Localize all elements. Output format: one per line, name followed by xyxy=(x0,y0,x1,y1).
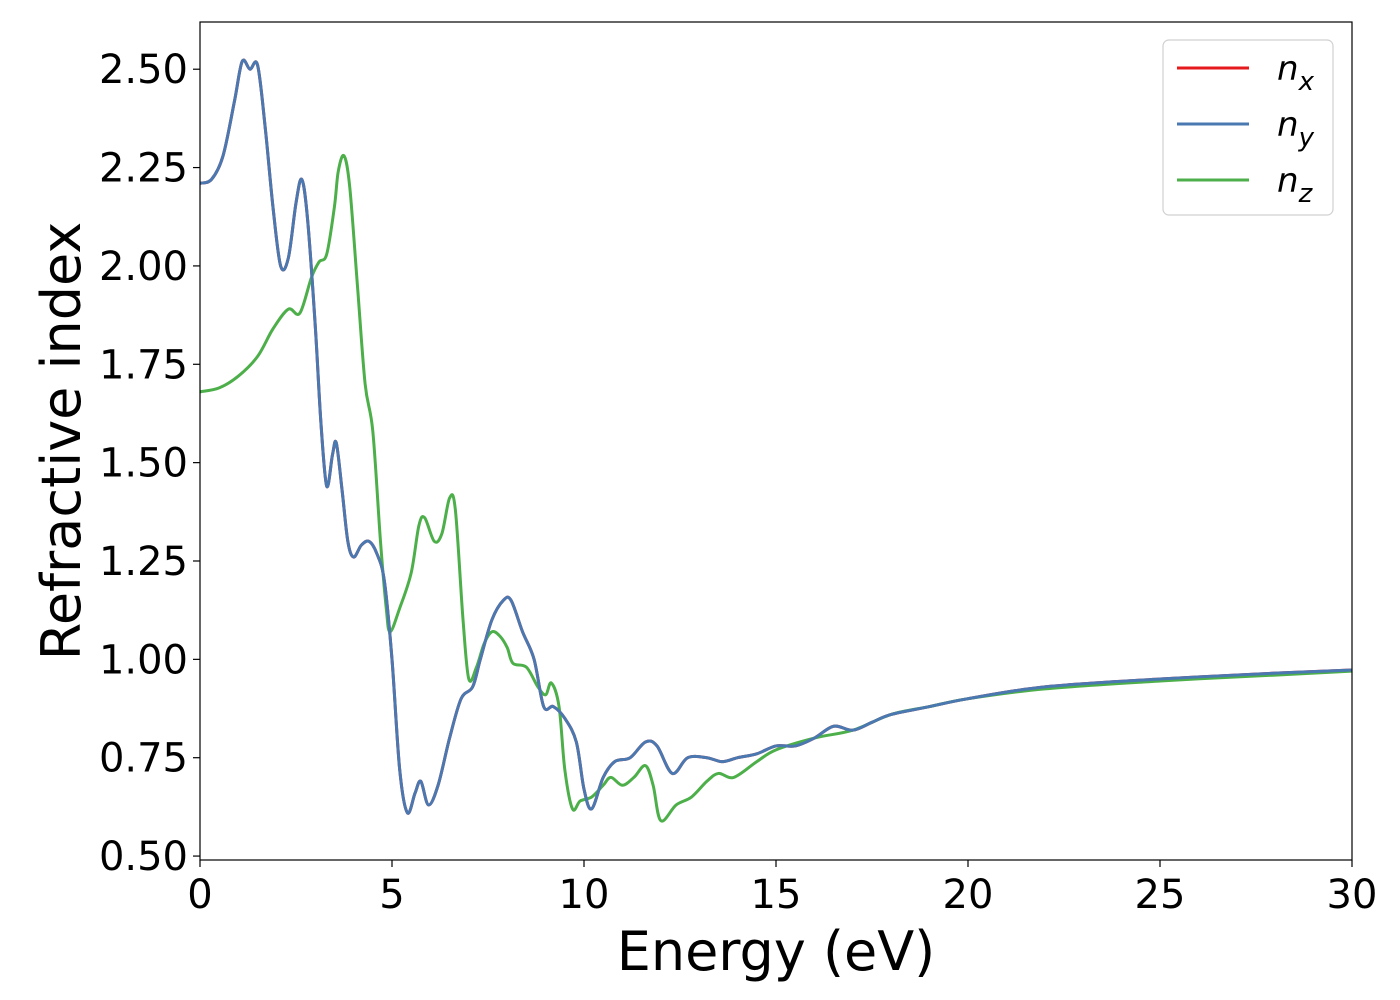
series-line-nz xyxy=(200,153,1352,823)
series-lines xyxy=(200,58,1352,823)
x-tick-label: 30 xyxy=(1327,872,1378,918)
x-tick-label: 25 xyxy=(1135,872,1186,918)
legend-label-ny: ny xyxy=(1277,105,1315,153)
y-tick-label: 2.25 xyxy=(99,146,188,192)
y-tick-label: 1.25 xyxy=(99,539,188,585)
y-tick-label: 1.00 xyxy=(99,637,188,683)
legend-label-nx: nx xyxy=(1277,49,1315,97)
legend: nx ny nz xyxy=(1162,39,1334,216)
y-tick-label: 2.00 xyxy=(99,244,188,290)
x-tick-label: 5 xyxy=(379,872,404,918)
x-tick-label: 10 xyxy=(559,872,610,918)
legend-label-nz: nz xyxy=(1277,161,1314,209)
y-tick-label: 0.50 xyxy=(99,834,188,880)
y-axis-title: Refractive index xyxy=(30,222,93,661)
x-tick-label: 15 xyxy=(751,872,802,918)
series-line-ny xyxy=(200,58,1352,815)
x-tick-label: 0 xyxy=(187,872,212,918)
y-tick-label: 1.75 xyxy=(99,342,188,388)
y-axis: 0.50 0.75 1.00 1.25 1.50 1.75 2.00 2.25 2.50 xyxy=(99,47,200,880)
legend-box xyxy=(1162,39,1334,216)
x-axis: 0 5 10 15 20 25 30 xyxy=(187,860,1377,918)
y-tick-label: 2.50 xyxy=(99,47,188,93)
y-tick-label: 0.75 xyxy=(99,736,188,782)
x-tick-label: 20 xyxy=(943,872,994,918)
x-axis-title: Energy (eV) xyxy=(617,920,936,983)
y-tick-label: 1.50 xyxy=(99,441,188,487)
